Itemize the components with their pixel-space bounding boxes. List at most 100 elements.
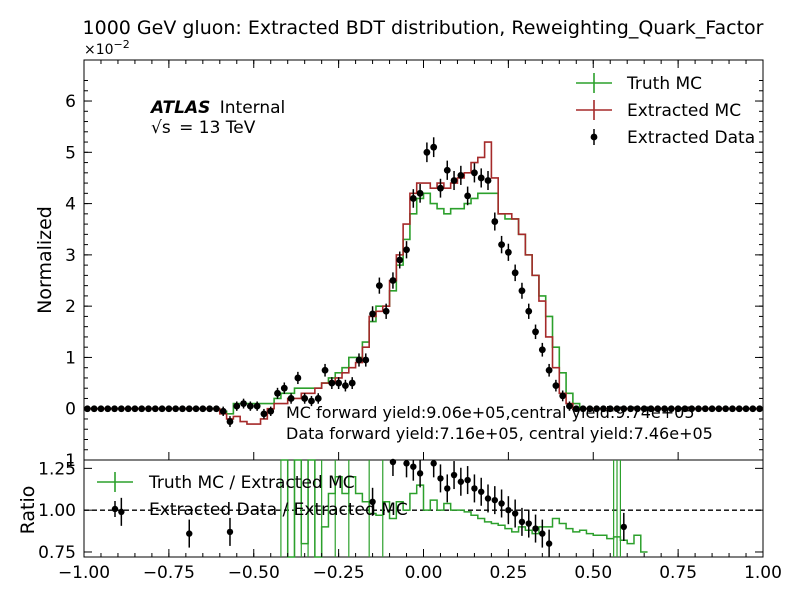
data-point: [674, 405, 682, 413]
data-point: [199, 405, 207, 413]
data-point: [403, 246, 410, 254]
data-point: [314, 395, 322, 402]
data-point: [192, 405, 200, 413]
ratio-data-point: [410, 463, 417, 470]
data-point: [375, 282, 383, 290]
ratio-data-point: [525, 520, 532, 527]
legend-entry: Extracted Data: [590, 128, 755, 148]
data-point: [742, 405, 750, 413]
ratio-data-point: [118, 508, 125, 516]
ratio-step-line: [280, 459, 648, 558]
main-series-group: [83, 137, 764, 427]
data-point: [165, 405, 173, 413]
data-point: [369, 310, 376, 318]
data-point: [335, 379, 343, 387]
ratio-legend-label: Extracted Data / Extracted MC: [149, 500, 408, 520]
data-point: [457, 171, 465, 179]
data-point: [287, 395, 295, 402]
data-point: [633, 405, 641, 413]
series-extracted-data: [83, 137, 764, 427]
data-point: [145, 405, 152, 413]
data-point: [233, 402, 241, 410]
data-point: [151, 405, 159, 413]
ratio-data-point: [539, 530, 546, 537]
data-point: [667, 405, 675, 413]
data-point: [280, 384, 288, 392]
data-point: [620, 405, 628, 413]
x-tick-label: −0.25: [313, 563, 365, 583]
x-axis-ticks: −1.00 −0.75 −0.50 −0.25 0.00 0.25 0.50 0.75 1.00: [58, 60, 782, 583]
ratio-data-point: [226, 528, 234, 536]
data-point: [593, 405, 601, 413]
data-point: [511, 269, 519, 277]
data-point: [627, 405, 634, 413]
ratio-data-point: [491, 496, 498, 504]
data-point: [572, 405, 580, 413]
main-y-tick-label: 6: [65, 92, 76, 112]
ratio-data-point: [430, 460, 437, 467]
data-point: [219, 407, 227, 415]
ratio-ylabel: Ratio: [17, 486, 39, 535]
ratio-data-point: [532, 525, 539, 532]
data-point: [294, 374, 302, 382]
data-point: [185, 405, 193, 413]
y-multiplier: ×10−2: [84, 38, 130, 58]
ratio-data-point: [505, 506, 512, 514]
data-point: [423, 148, 431, 156]
ratio-data-point: [186, 530, 193, 537]
ratio-data-point: [437, 475, 444, 482]
data-point: [246, 402, 254, 410]
data-point: [504, 248, 512, 256]
data-point: [518, 287, 526, 295]
data-point: [389, 277, 397, 284]
x-tick-label: −1.00: [58, 563, 110, 583]
data-point: [640, 405, 648, 413]
data-point: [559, 392, 567, 400]
ratio-data-point: [389, 458, 397, 466]
data-point: [715, 405, 723, 413]
data-point: [111, 405, 118, 413]
data-point: [654, 405, 662, 413]
data-point: [722, 405, 730, 413]
ratio-data-point: [545, 540, 553, 547]
main-y-tick-label: 0: [65, 400, 76, 420]
ratio-data-point: [457, 478, 465, 485]
ratio-legend-entry: Truth MC / Extracted MC: [97, 472, 355, 493]
data-point: [606, 405, 614, 413]
chart-title: 1000 GeV gluon: Extracted BDT distributi…: [83, 17, 764, 39]
main-y-tick-label: 4: [65, 195, 76, 215]
ratio-y-tick-label: 1.00: [38, 501, 76, 521]
legend-label: Extracted Data: [627, 128, 755, 148]
data-point: [708, 405, 716, 413]
data-point: [362, 356, 370, 364]
data-point: [396, 256, 404, 264]
legend-entry: Truth MC: [576, 73, 702, 94]
data-point: [613, 405, 621, 413]
ratio-data-point: [444, 485, 451, 492]
main-y-tick-label: 3: [65, 246, 76, 266]
data-point: [545, 366, 553, 374]
data-point: [532, 328, 539, 336]
data-point: [158, 405, 166, 413]
ratio-data-point: [403, 460, 410, 467]
x-tick-label: 0.25: [489, 563, 527, 583]
ratio-y-tick-label: 0.75: [38, 543, 76, 563]
ratio-legend-entry: Extracted Data / Extracted MC: [111, 500, 408, 520]
data-point: [382, 307, 390, 315]
data-point: [525, 307, 533, 315]
x-tick-label: 0.75: [659, 563, 697, 583]
data-point: [409, 195, 417, 202]
data-point: [253, 402, 261, 410]
data-point: [260, 410, 268, 418]
data-point: [681, 405, 689, 413]
ratio-series-truth-mc-extracted-mc: [280, 459, 648, 558]
x-tick-label: −0.50: [228, 563, 280, 583]
data-point: [104, 405, 112, 413]
data-point: [206, 405, 214, 413]
energy-label: √s = 13 TeV: [151, 118, 256, 138]
data-point: [308, 397, 315, 405]
data-point: [749, 405, 757, 413]
legend-swatch-dot: [111, 505, 119, 513]
data-point: [647, 405, 655, 413]
